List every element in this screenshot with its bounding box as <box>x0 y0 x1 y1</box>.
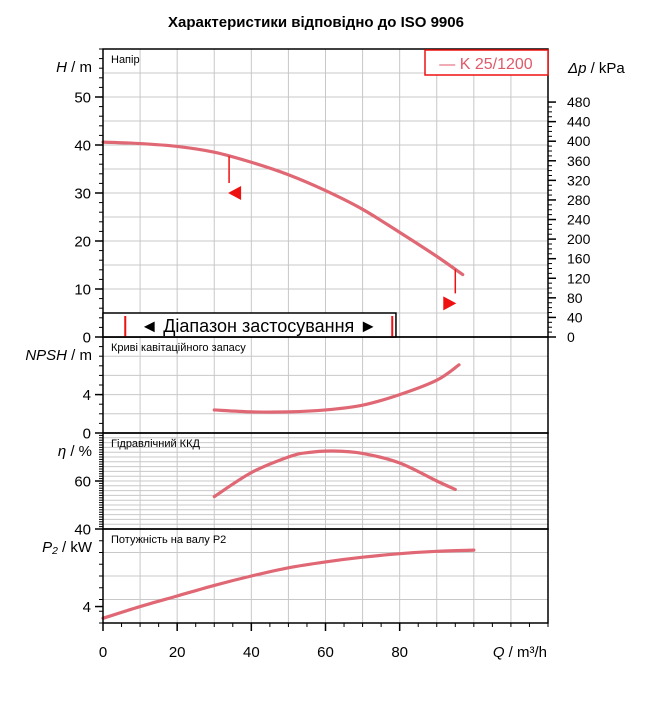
efficiency-y-tick-label: 60 <box>74 474 91 491</box>
efficiency-y-axis-unit: / % <box>66 443 92 460</box>
npsh-series-line <box>212 363 461 414</box>
limit-marker <box>228 186 242 200</box>
right-axis-tick-label: 40 <box>567 309 583 325</box>
right-axis-tick-label: 200 <box>567 231 591 247</box>
curves-layer <box>101 140 476 620</box>
x-axis-title: Q / m³/h <box>493 644 547 661</box>
x-tick-label: 0 <box>99 644 107 661</box>
right-axis-tick-label: 280 <box>567 192 591 208</box>
x-tick-label: 60 <box>317 644 334 661</box>
right-axis-title: Δp / kPa <box>567 60 625 77</box>
power-series-line <box>101 548 476 620</box>
legend-label: — K 25/1200 <box>439 56 533 73</box>
head-y-tick-label: 30 <box>74 186 91 203</box>
head-y-axis-unit: / m <box>67 59 92 76</box>
npsh-y-tick-label: 0 <box>83 426 91 443</box>
efficiency-series-line <box>212 449 457 499</box>
head-y-tick-label: 40 <box>74 138 91 155</box>
head-series-line <box>101 140 465 277</box>
right-axis-tick-label: 440 <box>567 114 591 130</box>
power-panel-label: Потужність на валу P2 <box>111 534 226 546</box>
limit-marker <box>443 296 457 311</box>
x-axis-symbol: Q <box>493 644 505 661</box>
range-label: ◄ Діапазон застосування ► <box>140 316 377 336</box>
efficiency-y-tick-label: 40 <box>74 522 91 539</box>
npsh-y-axis-symbol: NPSH <box>25 347 67 364</box>
efficiency-y-axis-symbol: η <box>58 443 66 460</box>
head-y-tick-label: 0 <box>83 330 91 347</box>
right-axis-symbol: Δp <box>567 60 586 77</box>
npsh-y-tick-label: 4 <box>83 387 91 404</box>
x-tick-label: 80 <box>391 644 408 661</box>
x-tick-label: 40 <box>243 644 260 661</box>
head-y-tick-label: 20 <box>74 234 91 251</box>
power-y-axis-title: P₂ / kW <box>42 539 93 556</box>
head-y-tick-label: 10 <box>74 282 91 299</box>
chart-title: Характеристики відповідно до ISO 9906 <box>168 14 464 31</box>
npsh-y-axis-title: NPSH / m <box>25 347 92 364</box>
head-y-axis-symbol: H <box>56 59 67 76</box>
right-axis-tick-label: 160 <box>567 251 591 267</box>
efficiency-panel-label: Гідравлічний ККД <box>111 438 200 450</box>
npsh-y-axis-unit: / m <box>67 347 92 364</box>
right-axis-tick-label: 400 <box>567 133 591 149</box>
right-axis-tick-label: 120 <box>567 270 591 286</box>
power-y-tick-label: 4 <box>83 599 91 616</box>
range-box <box>102 312 397 338</box>
frames-layer <box>95 48 556 631</box>
npsh-panel-label: Криві кавітаційного запасу <box>111 342 246 354</box>
right-axis-tick-label: 0 <box>567 329 575 345</box>
right-axis-tick-label: 80 <box>567 290 583 306</box>
power-y-axis-unit: / kW <box>58 539 93 556</box>
right-axis-tick-label: 240 <box>567 212 591 228</box>
legend-box <box>424 49 549 76</box>
right-axis-tick-label: 320 <box>567 172 591 188</box>
right-axis-unit: / kPa <box>586 60 625 77</box>
efficiency-y-axis-title: η / % <box>58 443 92 460</box>
right-axis-tick-label: 360 <box>567 153 591 169</box>
head-y-tick-label: 50 <box>74 90 91 107</box>
x-tick-label: 20 <box>169 644 186 661</box>
head-y-axis-title: H / m <box>56 59 92 76</box>
right-axis-tick-label: 480 <box>567 94 591 110</box>
head-panel-label: Напір <box>111 54 140 66</box>
power-y-axis-symbol: P₂ <box>42 539 58 556</box>
x-axis-unit: / m³/h <box>504 644 547 661</box>
